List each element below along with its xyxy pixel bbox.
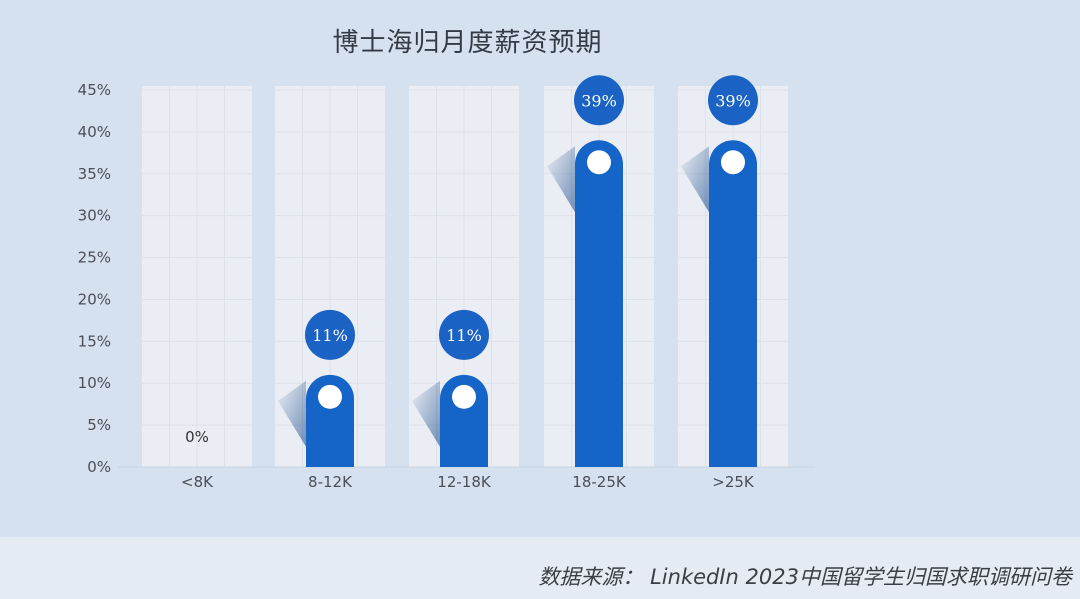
bar-shadow [547, 146, 575, 213]
y-tick-label: 15% [78, 332, 111, 350]
chart-title: 博士海归月度薪资预期 [332, 28, 603, 58]
y-tick-label: 35% [78, 165, 111, 183]
bar-knob [452, 384, 476, 409]
data-label: 39% [715, 91, 751, 110]
bar [306, 374, 354, 467]
y-tick-label: 30% [78, 207, 111, 225]
data-label-bubble [574, 75, 624, 126]
y-tick-label: 20% [78, 290, 111, 308]
source-note: 数据来源： LinkedIn 2023中国留学生归国求职调研问卷 [538, 565, 1072, 589]
x-tick-label: <8K [181, 473, 214, 491]
data-label-bubble [305, 309, 355, 360]
data-label-bubble [708, 75, 758, 126]
data-label: 39% [581, 91, 617, 110]
data-label: 0% [185, 428, 209, 446]
bar-knob [721, 150, 745, 175]
y-tick-label: 0% [87, 458, 111, 476]
bar [440, 374, 488, 467]
bar-chart: 0% 5% 10% 15% 20% 25% 30% 35% 40% 45% 0% 11% 11% 39%… [78, 75, 815, 491]
data-label: 11% [446, 326, 482, 345]
bar [575, 140, 623, 467]
y-tick-label: 40% [78, 123, 111, 141]
y-tick-label: 25% [78, 249, 111, 267]
x-tick-label: 8-12K [308, 473, 353, 491]
bar-shadow [412, 380, 440, 447]
bar-shadow [681, 146, 709, 213]
bar-knob [587, 150, 611, 175]
y-tick-label: 10% [78, 374, 111, 392]
footer-strip [0, 537, 1080, 599]
y-tick-label: 45% [78, 81, 111, 99]
bar-shadow [278, 380, 306, 447]
x-tick-label: >25K [712, 473, 755, 491]
bar-knob [318, 384, 342, 409]
y-tick-label: 5% [87, 416, 111, 434]
x-tick-label: 18-25K [572, 473, 627, 491]
x-tick-label: 12-18K [437, 473, 492, 491]
data-label: 11% [312, 326, 348, 345]
data-label-bubble [439, 309, 489, 360]
bar [709, 140, 757, 467]
